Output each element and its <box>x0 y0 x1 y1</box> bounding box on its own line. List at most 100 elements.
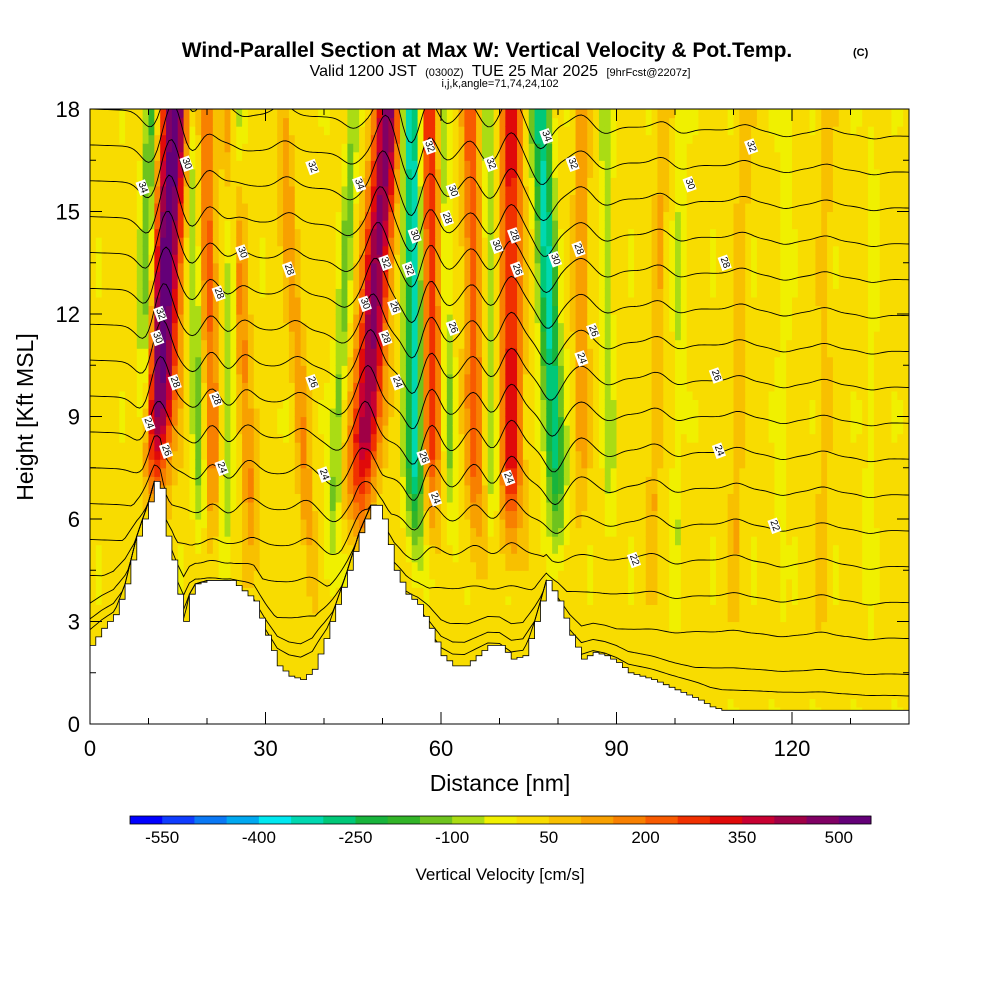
velocity-cell <box>253 228 261 238</box>
velocity-cell <box>370 296 378 307</box>
velocity-cell <box>259 416 267 426</box>
velocity-cell <box>300 630 308 640</box>
velocity-cell <box>335 314 343 324</box>
velocity-cell <box>207 501 214 512</box>
velocity-cell <box>458 553 465 563</box>
velocity-cell <box>388 356 395 366</box>
velocity-cell <box>300 373 308 383</box>
velocity-cell <box>136 433 144 443</box>
velocity-cell <box>324 570 331 580</box>
velocity-cell <box>113 467 120 477</box>
velocity-cell <box>236 510 243 520</box>
velocity-cell <box>452 510 460 520</box>
velocity-cell <box>107 288 114 298</box>
velocity-cell <box>400 510 407 520</box>
velocity-cell <box>242 271 249 281</box>
velocity-cell <box>429 476 436 486</box>
velocity-cell <box>166 126 173 136</box>
velocity-cell <box>359 220 366 230</box>
velocity-cell <box>364 484 372 494</box>
velocity-cell <box>113 117 120 127</box>
velocity-cell <box>394 356 401 366</box>
velocity-cell <box>283 228 290 238</box>
velocity-cell <box>470 390 477 401</box>
velocity-cell <box>423 476 430 486</box>
velocity-cell <box>411 245 419 255</box>
velocity-cell <box>423 553 430 563</box>
velocity-cell <box>493 587 501 597</box>
velocity-cell <box>259 425 267 435</box>
velocity-cell <box>341 202 348 213</box>
velocity-cell <box>201 194 208 204</box>
velocity-cell <box>417 416 425 426</box>
velocity-cell <box>171 519 179 529</box>
velocity-cell <box>376 220 384 230</box>
velocity-cell <box>183 450 191 460</box>
velocity-cell <box>189 467 196 477</box>
velocity-cell <box>218 279 226 289</box>
velocity-cell <box>411 476 419 486</box>
velocity-cell <box>212 228 220 238</box>
velocity-cell <box>259 484 267 494</box>
velocity-cell <box>446 484 454 494</box>
velocity-cell <box>353 194 360 204</box>
velocity-cell <box>324 519 331 529</box>
velocity-cell <box>353 109 360 119</box>
velocity-cell <box>306 519 313 529</box>
velocity-cell <box>218 237 226 247</box>
velocity-cell <box>417 245 425 255</box>
velocity-cell <box>476 185 483 196</box>
velocity-cell <box>125 296 132 307</box>
velocity-cell <box>458 211 465 221</box>
velocity-cell <box>470 544 477 554</box>
velocity-cell <box>113 134 120 144</box>
velocity-cell <box>142 501 150 512</box>
velocity-cell <box>224 536 231 546</box>
velocity-cell <box>441 160 448 170</box>
velocity-cell <box>160 399 167 409</box>
velocity-cell <box>335 493 343 503</box>
velocity-cell <box>271 202 278 213</box>
velocity-cell <box>189 510 196 520</box>
velocity-cell <box>259 322 267 332</box>
velocity-cell <box>259 117 267 127</box>
velocity-cell <box>481 322 489 332</box>
velocity-cell <box>423 484 430 494</box>
velocity-cell <box>253 211 261 221</box>
velocity-cell <box>300 177 308 187</box>
velocity-cell <box>95 322 103 332</box>
velocity-cell <box>335 510 343 520</box>
velocity-cell <box>318 185 325 196</box>
velocity-cell <box>341 160 348 170</box>
velocity-cell <box>452 578 460 588</box>
velocity-cell <box>90 356 97 366</box>
velocity-cell <box>242 484 249 494</box>
velocity-cell <box>90 194 97 204</box>
velocity-cell <box>458 288 465 298</box>
velocity-cell <box>394 185 401 196</box>
velocity-cell <box>283 211 290 221</box>
velocity-cell <box>312 527 319 537</box>
velocity-cell <box>207 331 214 341</box>
velocity-cell <box>329 279 337 289</box>
velocity-cell <box>441 416 448 426</box>
velocity-cell <box>376 109 384 119</box>
velocity-cell <box>113 211 120 221</box>
velocity-cell <box>376 262 384 272</box>
velocity-cell <box>189 544 196 554</box>
velocity-cell <box>306 621 313 631</box>
velocity-cell <box>236 143 243 153</box>
velocity-cell <box>207 109 214 119</box>
velocity-cell <box>236 442 243 452</box>
velocity-cell <box>95 160 103 170</box>
velocity-cell <box>95 211 103 221</box>
velocity-cell <box>171 527 179 537</box>
velocity-cell <box>113 425 120 435</box>
velocity-cell <box>207 237 214 247</box>
velocity-cell <box>306 220 313 230</box>
velocity-cell <box>452 544 460 554</box>
velocity-cell <box>388 194 395 204</box>
velocity-cell <box>318 493 325 503</box>
velocity-cell <box>306 570 313 580</box>
velocity-cell <box>441 638 448 648</box>
